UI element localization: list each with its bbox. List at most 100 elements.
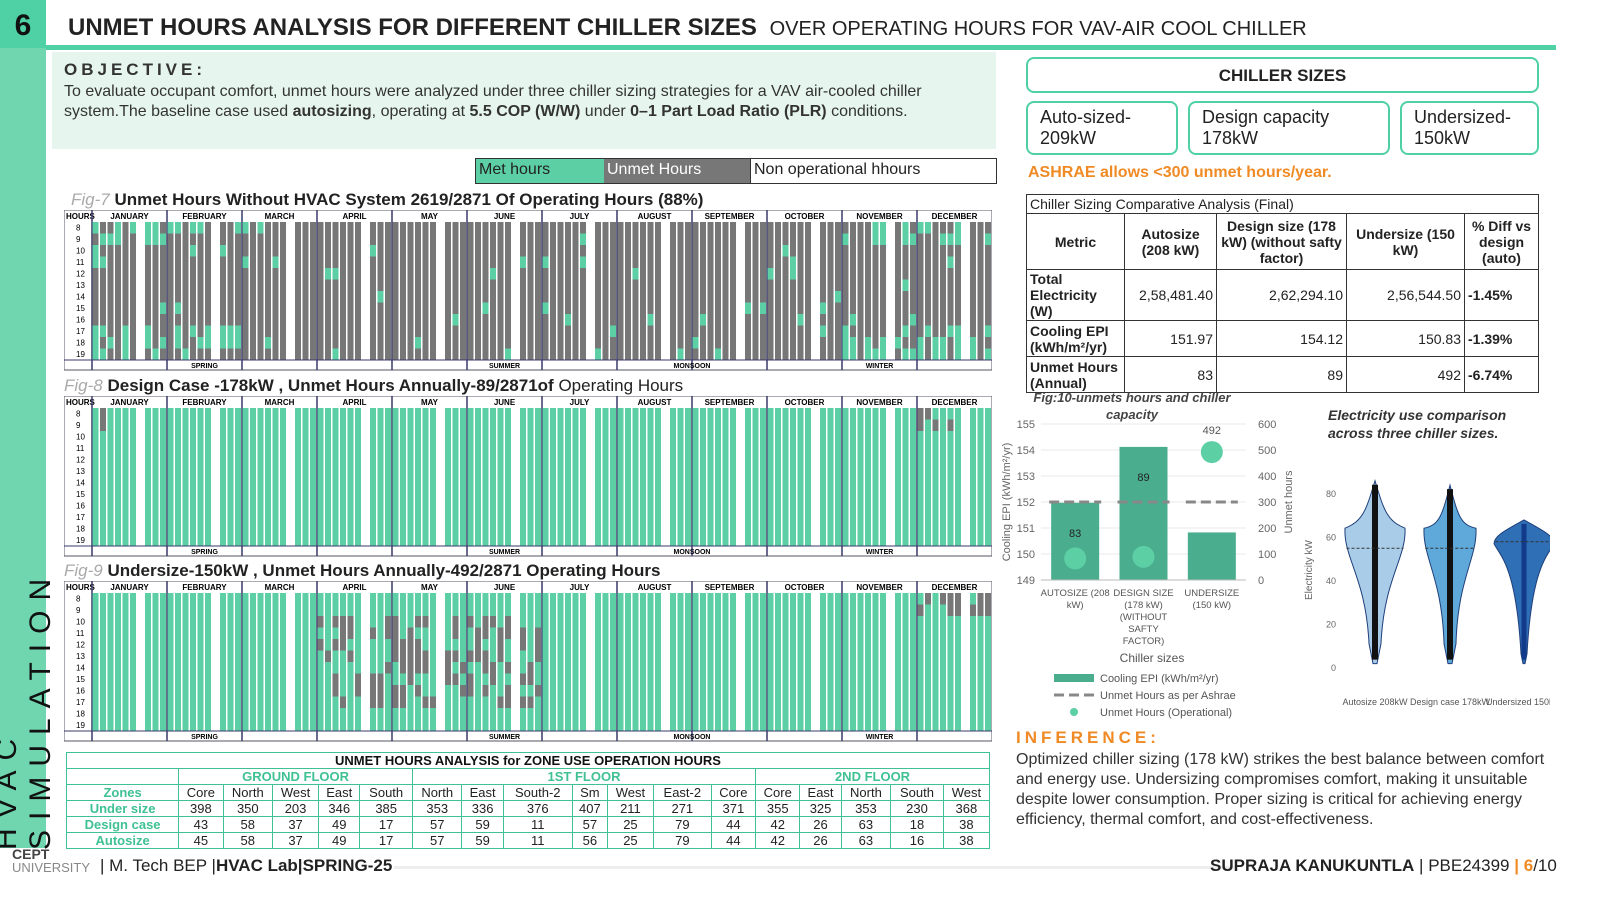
heatmap-cell [257,291,264,303]
heatmap-cell [685,291,691,303]
zone-cell: 45 [178,832,224,849]
heatmap-cell [767,302,774,315]
heatmap-cell [872,616,879,628]
heatmap-cell [535,337,541,349]
heatmap-cell [182,673,189,686]
heatmap-cell [805,408,811,420]
zone-cell: 18 [890,816,944,833]
heatmap-cell [475,233,481,246]
heatmap-cell [707,673,714,686]
heatmap-cell [925,408,931,420]
heatmap-cell [917,650,924,663]
month-label: SEPTEMBER [705,212,755,221]
heatmap-cell [685,662,691,674]
heatmap-cell [220,627,226,640]
heatmap-cell [707,419,714,432]
heatmap-cell [707,511,714,524]
heatmap-cell [227,222,234,234]
heatmap-cell [880,627,886,640]
heatmap-cell [160,465,166,478]
heatmap-cell [767,616,774,628]
heatmap-cell [565,337,571,349]
heatmap-cell [100,442,106,455]
heatmap-cell [92,279,99,292]
heatmap-cell [340,279,346,292]
heatmap-cell [865,708,871,720]
heatmap-cell [857,627,864,640]
heatmap-cell [452,627,459,640]
heatmap-cell [302,488,309,501]
heatmap-cell [910,302,916,315]
heatmap-cell [820,616,826,628]
heatmap-cell [745,616,751,628]
heatmap-cell [167,696,174,709]
heatmap-cell [325,256,331,269]
heatmap-cell [805,233,811,246]
heatmap-cell [692,348,699,361]
heatmap-cell [655,708,661,720]
heatmap-cell [182,454,189,466]
heatmap-cell [160,419,166,432]
heatmap-cell [385,454,391,466]
heatmap-cell [647,442,654,455]
heatmap-cell [872,639,879,651]
heatmap-cell [190,627,196,640]
zone-table: UNMET HOURS ANALYSIS for ZONE USE OPERAT… [65,752,991,849]
heatmap-cell [752,337,759,349]
heatmap-cell [400,302,406,315]
heatmap-cell [985,511,991,524]
heatmap-cell [122,696,129,709]
heatmap-cell [190,268,196,280]
heatmap-cell [295,500,301,512]
heatmap-cell [160,431,166,443]
heatmap-cell [347,419,354,432]
heatmap-cell [100,302,106,315]
heatmap-cell [797,477,804,489]
heatmap-cell [775,511,781,524]
heatmap-cell [602,685,609,697]
heatmap-cell [497,662,504,674]
heatmap-cell [400,523,406,535]
heatmap-cell [332,222,339,234]
heatmap-cell [250,419,256,432]
heatmap-cell [167,534,174,547]
heatmap-cell [205,465,211,478]
heatmap-cell [902,534,909,547]
heatmap-cell [167,465,174,478]
heatmap-cell [332,511,339,524]
heatmap-cell [670,431,676,443]
heatmap-cell [677,673,684,686]
heatmap-cell [460,662,466,674]
heatmap-cell [745,222,751,234]
heatmap-cell [145,337,151,349]
heatmap-cell [707,465,714,478]
heatmap-cell [692,325,699,338]
heatmap-cell [407,639,414,651]
heatmap-cell [655,719,661,732]
heatmap-cell [392,477,399,489]
heatmap-cell [407,256,414,269]
heatmap-cell [580,245,586,257]
heatmap-cell [497,593,504,605]
heatmap-cell [265,604,271,617]
heatmap-cell [647,477,654,489]
heatmap-cell [820,279,826,292]
heatmap-cell [152,685,159,697]
heatmap-cell [767,348,774,361]
month-label: JUNE [494,398,516,407]
heatmap-cell [865,279,871,292]
heatmap-cell [460,222,466,234]
heatmap-cell [460,442,466,455]
heatmap-cell [392,523,399,535]
heatmap-cell [745,593,751,605]
heatmap-cell [460,314,466,326]
heatmap-cell [460,325,466,338]
heatmap-cell [295,627,301,640]
heatmap-cell [902,604,909,617]
heatmap-cell [722,708,729,720]
heatmap-cell [917,616,924,628]
heatmap-cell [647,233,654,246]
heatmap-cell [917,477,924,489]
heatmap-cell [205,408,211,420]
zone-cell: 44 [710,816,757,833]
